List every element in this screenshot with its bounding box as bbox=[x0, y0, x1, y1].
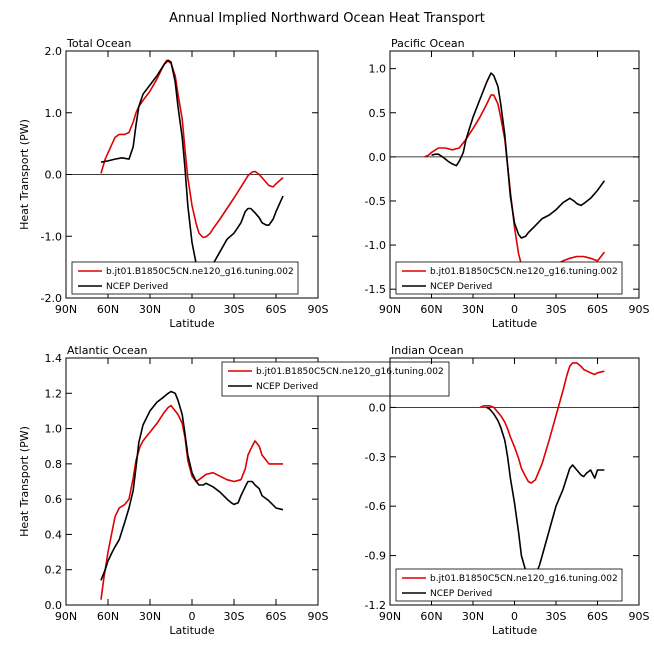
x-axis-label: Latitude bbox=[492, 624, 538, 637]
x-tick-label: 30N bbox=[462, 303, 484, 316]
x-tick-label: 0 bbox=[511, 303, 518, 316]
x-tick-label: 60S bbox=[266, 610, 287, 623]
x-tick-label: 60S bbox=[587, 610, 608, 623]
x-tick-label: 30S bbox=[546, 610, 567, 623]
y-tick-label: 0.4 bbox=[45, 528, 63, 541]
y-tick-label: -1.0 bbox=[41, 230, 62, 243]
y-tick-label: 1.0 bbox=[45, 423, 63, 436]
x-tick-label: 90N bbox=[55, 610, 77, 623]
y-tick-label: 0.6 bbox=[45, 493, 63, 506]
plot-frame bbox=[389, 50, 640, 299]
panel-title: Pacific Ocean bbox=[391, 37, 465, 50]
x-tick-label: 90S bbox=[308, 610, 329, 623]
x-tick-label: 30S bbox=[546, 303, 567, 316]
series-line-ncep bbox=[431, 72, 606, 239]
series-line-model bbox=[100, 59, 284, 239]
panel-3: 90N 60N 30N 0 30S 60S 90S -1.2 -0.9 -0.6 -0.3 0.0 In… bbox=[365, 344, 650, 637]
y-tick-label: 1.0 bbox=[45, 107, 63, 120]
x-tick-label: 30S bbox=[224, 303, 245, 316]
legend: b.jt01.B1850C5CN.ne120_g16.tuning.002 NCE… bbox=[221, 361, 450, 397]
panel-title: Total Ocean bbox=[66, 37, 131, 50]
y-tick-label: -1.2 bbox=[365, 599, 386, 612]
x-tick-label: 60N bbox=[420, 303, 442, 316]
y-tick-label: -0.9 bbox=[365, 550, 386, 563]
y-tick-label: -0.3 bbox=[365, 451, 386, 464]
series-line-ncep bbox=[100, 59, 284, 278]
x-tick-label: 90S bbox=[629, 610, 650, 623]
y-tick-label: -1.5 bbox=[365, 283, 386, 296]
legend-box bbox=[71, 261, 299, 295]
x-tick-label: 60S bbox=[266, 303, 287, 316]
legend: b.jt01.B1850C5CN.ne120_g16.tuning.002 NCE… bbox=[71, 261, 299, 295]
figure-title: Annual Implied Northward Ocean Heat Tran… bbox=[169, 11, 485, 26]
y-axis-label: Heat Transport (PW) bbox=[18, 426, 31, 537]
y-tick-label: 0.5 bbox=[369, 107, 387, 120]
series-line-ncep bbox=[100, 390, 284, 581]
y-tick-label: -0.6 bbox=[365, 500, 386, 513]
legend-entry: NCEP Derived bbox=[430, 282, 492, 292]
y-tick-label: 0.8 bbox=[45, 458, 63, 471]
series-line-model bbox=[479, 362, 605, 484]
panel-title: Atlantic Ocean bbox=[67, 344, 148, 357]
legend-entry: b.jt01.B1850C5CN.ne120_g16.tuning.002 bbox=[106, 267, 294, 277]
y-tick-label: -1.0 bbox=[365, 239, 386, 252]
x-tick-label: 0 bbox=[189, 610, 196, 623]
legend-entry: NCEP Derived bbox=[256, 382, 318, 392]
y-tick-label: 0.0 bbox=[369, 151, 387, 164]
y-tick-label: 1.4 bbox=[45, 352, 63, 365]
legend: b.jt01.B1850C5CN.ne120_g16.tuning.002 NCE… bbox=[395, 568, 623, 602]
legend: b.jt01.B1850C5CN.ne120_g16.tuning.002 NCE… bbox=[395, 261, 623, 295]
x-tick-label: 0 bbox=[189, 303, 196, 316]
x-tick-label: 60S bbox=[587, 303, 608, 316]
x-tick-label: 90S bbox=[308, 303, 329, 316]
legend-entry: NCEP Derived bbox=[430, 589, 492, 599]
y-tick-label: 0.2 bbox=[45, 564, 63, 577]
legend-box bbox=[395, 568, 623, 602]
x-tick-label: 30N bbox=[462, 610, 484, 623]
x-axis-label: Latitude bbox=[169, 317, 215, 330]
legend-entry: NCEP Derived bbox=[106, 282, 168, 292]
x-tick-label: 60N bbox=[97, 610, 119, 623]
y-tick-label: -2.0 bbox=[41, 292, 62, 305]
panel-0: 90N 60N 30N 0 30S 60S 90S -2.0 -1.0 0.0 1.0 2.0Tota… bbox=[18, 37, 329, 330]
y-tick-label: 0.0 bbox=[45, 599, 63, 612]
x-tick-label: 90S bbox=[629, 303, 650, 316]
series-line-ncep bbox=[486, 406, 605, 580]
panel-title: Indian Ocean bbox=[391, 344, 464, 357]
legend-entry: b.jt01.B1850C5CN.ne120_g16.tuning.002 bbox=[430, 267, 618, 277]
legend-box bbox=[221, 361, 450, 397]
y-tick-label: 2.0 bbox=[45, 45, 63, 58]
legend-entry: b.jt01.B1850C5CN.ne120_g16.tuning.002 bbox=[256, 367, 444, 377]
y-tick-label: 0.0 bbox=[45, 169, 63, 182]
panel-1: 90N 60N 30N 0 30S 60S 90S -1.5 -1.0 -0.5 0.0 0.5 1.0… bbox=[365, 37, 650, 330]
x-tick-label: 30S bbox=[224, 610, 245, 623]
x-axis-label: Latitude bbox=[169, 624, 215, 637]
y-tick-label: 1.2 bbox=[45, 387, 63, 400]
y-tick-label: 1.0 bbox=[369, 63, 387, 76]
x-tick-label: 60N bbox=[420, 610, 442, 623]
x-tick-label: 0 bbox=[511, 610, 518, 623]
x-tick-label: 30N bbox=[139, 303, 161, 316]
y-tick-label: 0.0 bbox=[369, 401, 387, 414]
y-tick-label: -0.5 bbox=[365, 195, 386, 208]
legend-box bbox=[395, 261, 623, 295]
y-axis-label: Heat Transport (PW) bbox=[18, 119, 31, 230]
x-tick-label: 60N bbox=[97, 303, 119, 316]
x-tick-label: 90N bbox=[379, 610, 401, 623]
series-line-model bbox=[100, 404, 283, 600]
x-axis-label: Latitude bbox=[492, 317, 538, 330]
x-tick-label: 30N bbox=[139, 610, 161, 623]
panel-2: 90N 60N 30N 0 30S 60S 90S 0.0 0.2 0.4 0.6 0.8 1.0 1.2… bbox=[18, 344, 450, 637]
series-line-model bbox=[424, 94, 606, 271]
legend-entry: b.jt01.B1850C5CN.ne120_g16.tuning.002 bbox=[430, 574, 618, 584]
x-tick-label: 90N bbox=[379, 303, 401, 316]
x-tick-label: 90N bbox=[55, 303, 77, 316]
